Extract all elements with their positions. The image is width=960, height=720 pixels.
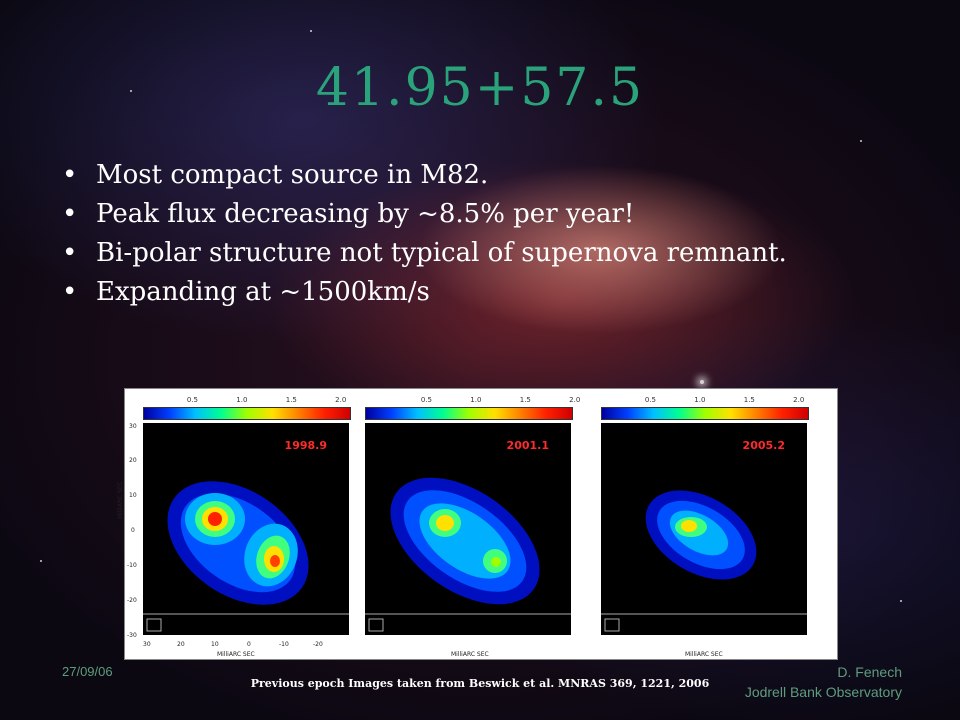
bullet-text: Bi-polar structure not typical of supern… [96, 238, 787, 268]
footer-date: 27/09/06 [62, 664, 113, 679]
contour-map: 1998.9 [143, 423, 349, 635]
contour-map: 2005.2 [601, 423, 807, 635]
contour-map-graphic [365, 477, 571, 632]
radio-map-figure: MilliARC SEC 30 20 10 0 -10 -20 -30 0.5 … [117, 388, 838, 660]
bullet-marker: • [62, 199, 78, 229]
colorbar-tick: 0.5 [644, 396, 657, 404]
x-tick: 20 [177, 641, 185, 648]
y-tick: -30 [127, 632, 137, 639]
map-panel-2: 0.5 1.0 1.5 2.0 2001.1 [365, 395, 585, 647]
y-tick: -10 [127, 562, 137, 569]
epoch-label: 2005.2 [742, 439, 785, 452]
footer-institution: Jodrell Bank Observatory [744, 684, 902, 700]
bullet-list: • Most compact source in M82. • Peak flux … [62, 160, 822, 316]
bullet-marker: • [62, 238, 78, 268]
contour-map-graphic [143, 481, 349, 632]
colorbar-tick: 1.5 [743, 396, 755, 404]
y-tick: 10 [129, 492, 137, 499]
star-decoration [700, 380, 704, 384]
colorbar-tick: 1.0 [470, 396, 482, 404]
contour-map: 2001.1 [365, 423, 571, 635]
colorbar-tick: 1.5 [285, 396, 297, 404]
bullet-item: • Peak flux decreasing by ~8.5% per year! [62, 199, 822, 229]
bullet-text: Expanding at ~1500km/s [96, 277, 430, 307]
colorbar-ticks: 0.5 1.0 1.5 2.0 [143, 396, 349, 406]
map-panel-1: 0.5 1.0 1.5 2.0 1998.9 [131, 395, 351, 647]
colorbar-tick: 0.5 [186, 396, 199, 404]
epoch-label: 2001.1 [506, 439, 549, 452]
x-tick: 30 [143, 641, 151, 648]
star-decoration [40, 560, 42, 562]
y-tick: 30 [129, 423, 137, 430]
y-tick: -20 [127, 597, 137, 604]
bullet-item: • Bi-polar structure not typical of super… [62, 238, 822, 268]
bullet-item: • Expanding at ~1500km/s [62, 277, 822, 307]
slide-title: 41.95+57.5 [315, 58, 645, 118]
x-tick: 0 [247, 641, 251, 648]
x-tick: -10 [279, 641, 289, 648]
figure-caption: Previous epoch Images taken from Beswick… [250, 677, 710, 690]
colorbar-tick: 0.5 [420, 396, 433, 404]
colorbar-tick: 1.0 [236, 396, 248, 404]
colorbar-tick: 1.5 [519, 396, 531, 404]
y-axis-label: MilliARC SEC [117, 481, 124, 519]
colorbar-tick: 2.0 [569, 396, 581, 404]
colorbar-tick: 2.0 [793, 396, 805, 404]
x-tick: -20 [313, 641, 323, 648]
x-axis-label: MilliARC SEC [451, 651, 489, 658]
bullet-marker: • [62, 277, 78, 307]
x-axis-label: MilliARC SEC [217, 651, 255, 658]
y-tick: 20 [129, 457, 137, 464]
colorbar [143, 407, 351, 420]
bullet-marker: • [62, 160, 78, 190]
star-decoration [130, 90, 132, 92]
x-axis-label: MilliARC SEC [685, 651, 723, 658]
bullet-text: Peak flux decreasing by ~8.5% per year! [96, 199, 635, 229]
epoch-label: 1998.9 [284, 439, 327, 452]
colorbar [365, 407, 573, 420]
star-decoration [860, 140, 862, 142]
x-tick: 10 [211, 641, 219, 648]
footer-author-block: D. Fenech Jodrell Bank Observatory [745, 662, 902, 702]
colorbar-ticks: 0.5 1.0 1.5 2.0 [377, 396, 583, 406]
star-decoration [310, 30, 312, 32]
y-tick: 0 [131, 527, 135, 534]
star-decoration [900, 600, 902, 602]
contour-map-graphic [601, 490, 807, 632]
footer-author: D. Fenech [837, 664, 902, 680]
map-panel-3: 0.5 1.0 1.5 2.0 2005.2 [589, 395, 809, 647]
colorbar [601, 407, 809, 420]
colorbar-tick: 1.0 [694, 396, 706, 404]
colorbar-ticks: 0.5 1.0 1.5 2.0 [601, 396, 807, 406]
bullet-text: Most compact source in M82. [96, 160, 489, 190]
colorbar-tick: 2.0 [335, 396, 347, 404]
bullet-item: • Most compact source in M82. [62, 160, 822, 190]
